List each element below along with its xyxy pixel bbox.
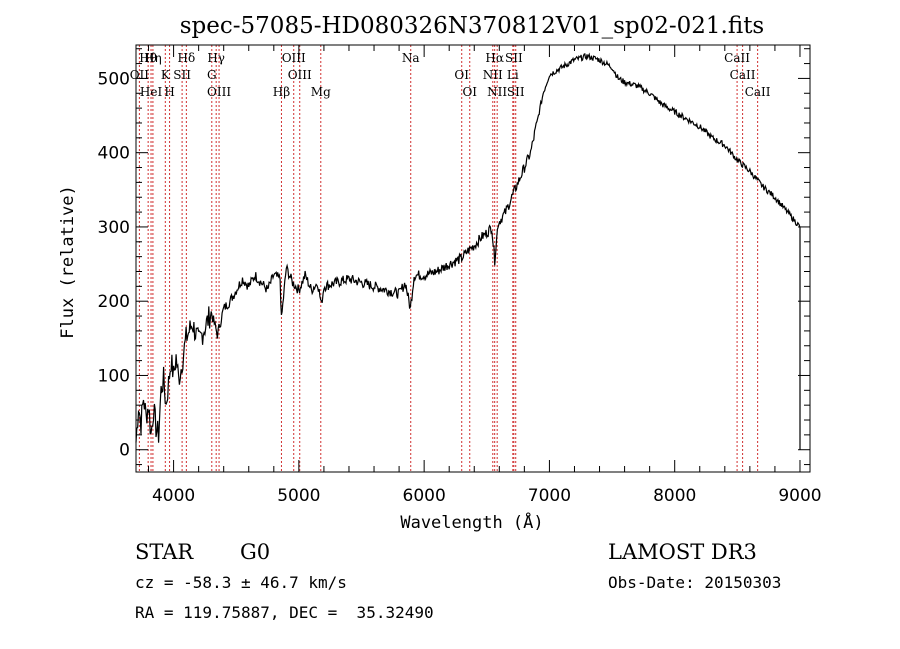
line-marker-label: CaII xyxy=(745,85,771,99)
x-tick-label: 5000 xyxy=(277,486,320,506)
line-marker-label: OI xyxy=(454,68,469,82)
line-marker-label: SII xyxy=(173,68,191,82)
y-tick-label: 300 xyxy=(98,218,130,238)
line-marker-label: H xyxy=(164,85,174,99)
spectrum-series-line xyxy=(135,52,801,450)
x-axis: 4000 5000 6000 7000 8000 9000 xyxy=(148,45,822,506)
line-marker-label: SII xyxy=(505,51,523,65)
object-class: STAR xyxy=(135,540,194,564)
line-marker-label: SII xyxy=(507,85,525,99)
line-marker-label: OIII xyxy=(282,51,306,65)
y-tick-label: 200 xyxy=(98,292,130,312)
obs-date: Obs-Date: 20150303 xyxy=(608,573,782,592)
line-marker-label: Mg xyxy=(311,85,331,99)
line-marker-labels: Hθ OII HeI Hη KH Hδ SII OIII Hγ G Hβ OIII OIII Mg Na OI… xyxy=(130,51,771,99)
line-marker-label: OII xyxy=(130,68,150,82)
x-tick-label: 8000 xyxy=(653,486,696,506)
x-tick-label: 9000 xyxy=(778,486,821,506)
y-axis-label: Flux (relative) xyxy=(58,185,78,339)
y-tick-label: 500 xyxy=(98,69,130,89)
line-marker-label: Li xyxy=(507,68,519,82)
line-marker-label: OIII xyxy=(207,85,231,99)
y-tick-label: 100 xyxy=(98,366,130,386)
object-subclass: G0 xyxy=(240,540,271,564)
coordinates-readout: RA = 119.75887, DEC = 35.32490 xyxy=(135,603,434,622)
line-marker-label: K xyxy=(161,68,171,82)
chart-title: spec-57085-HD080326N370812V01_sp02-021.f… xyxy=(180,13,765,39)
y-tick-label: 400 xyxy=(98,144,130,164)
x-tick-label: 7000 xyxy=(528,486,571,506)
line-marker-label: OI xyxy=(462,85,477,99)
line-marker-label: OIII xyxy=(288,68,312,82)
line-marker-label: Hδ xyxy=(178,51,196,65)
line-marker-label: CaII xyxy=(724,51,750,65)
line-marker-label: CaII xyxy=(730,68,756,82)
line-marker-label: G xyxy=(207,68,217,82)
plot-frame xyxy=(135,44,811,473)
y-tick-label: 0 xyxy=(119,441,130,461)
line-marker-label: Hα xyxy=(485,51,504,65)
redshift-readout: cz = -58.3 ± 46.7 km/s xyxy=(135,573,347,592)
line-marker-label: Hγ xyxy=(207,51,225,65)
line-marker-label: Hθ xyxy=(139,51,157,65)
line-marker-label: Hβ xyxy=(273,85,290,99)
x-axis-label: Wavelength (Å) xyxy=(400,511,543,533)
line-marker-label: NII xyxy=(483,68,503,82)
x-tick-label: 4000 xyxy=(152,486,195,506)
line-marker-label: NII xyxy=(487,85,507,99)
survey-name: LAMOST DR3 xyxy=(608,540,757,564)
y-axis: 0 100 200 300 400 500 xyxy=(98,48,810,466)
line-marker-label: Na xyxy=(402,51,420,65)
line-marker-label: Hη xyxy=(144,51,162,65)
x-tick-label: 6000 xyxy=(403,486,446,506)
line-marker-label: HeI xyxy=(140,85,163,99)
line-markers xyxy=(138,45,759,472)
